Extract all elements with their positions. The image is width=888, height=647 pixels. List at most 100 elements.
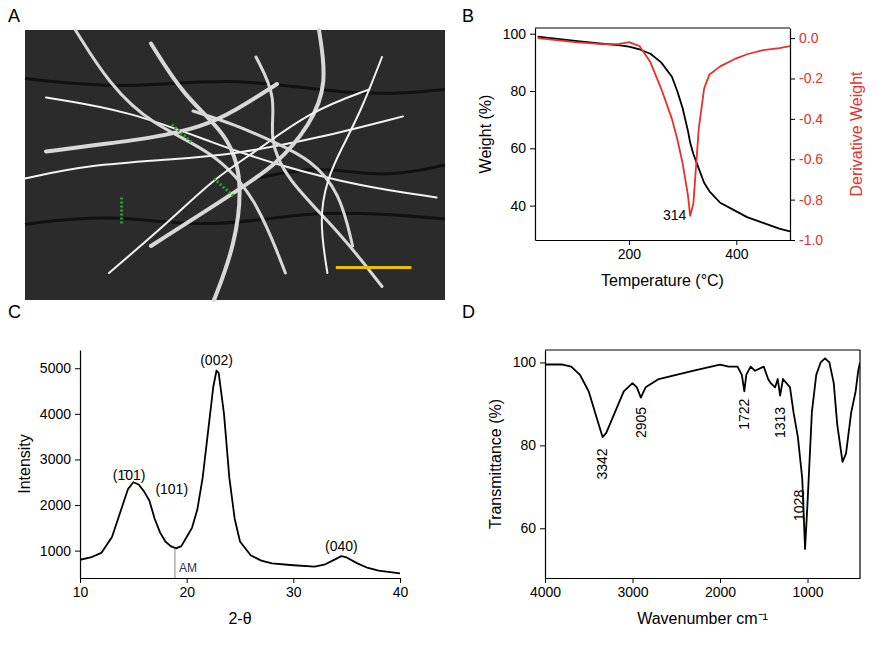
tick-label: 10 <box>73 584 89 600</box>
tick: 1000 <box>792 578 823 600</box>
y-axis-title: Intensity <box>16 434 33 494</box>
axis-line <box>790 29 791 241</box>
tick: -0.6 <box>790 151 823 167</box>
annotation: (101) <box>155 481 188 497</box>
tick-label: 80 <box>510 83 526 99</box>
tick-mark <box>530 206 535 207</box>
tick: 1000 <box>40 543 80 559</box>
annotation: 1722 <box>736 398 752 429</box>
tick-mark <box>790 240 795 241</box>
tick-mark <box>530 34 535 35</box>
tick: 20 <box>179 578 195 600</box>
annotation: 1028 <box>791 490 807 521</box>
tick-mark <box>790 78 795 79</box>
tick: 40 <box>510 198 535 214</box>
frame <box>859 350 860 578</box>
tick-label: 1000 <box>792 584 823 600</box>
tick: 3000 <box>40 451 80 467</box>
tick: 5000 <box>40 360 80 376</box>
tick-label: -0.6 <box>799 151 823 167</box>
tick-label: -1.0 <box>799 232 823 248</box>
tick-label: -0.2 <box>799 70 823 86</box>
tick-mark <box>530 91 535 92</box>
micrograph-background <box>25 30 445 300</box>
tick: 200 <box>618 240 642 262</box>
tick-label: 60 <box>520 520 536 536</box>
tick-mark <box>540 445 545 446</box>
tick-mark <box>75 551 80 552</box>
tick-mark <box>293 578 294 583</box>
annotation: 1313 <box>772 407 788 438</box>
tick: -0.4 <box>790 111 823 127</box>
annotation: AM <box>179 561 197 575</box>
tick-mark <box>545 578 546 583</box>
measure-mark <box>120 197 123 224</box>
measure-mark <box>214 179 235 198</box>
tick-mark <box>530 148 535 149</box>
panel-label: C <box>8 302 21 322</box>
plot-area <box>80 371 400 574</box>
tick-label: 200 <box>618 246 642 262</box>
tick-mark <box>633 578 634 583</box>
tick-mark <box>808 578 809 583</box>
tick-mark <box>736 240 737 245</box>
panel: 2004004060801000.0-0.2-0.4-0.6-0.8-1.0Te… <box>477 26 865 289</box>
x-axis: 10203040 <box>73 578 409 600</box>
tick-mark <box>80 578 81 583</box>
tick-mark <box>75 368 80 369</box>
tick-label: 5000 <box>40 360 71 376</box>
annotation: 2905 <box>633 407 649 438</box>
y-axis: 406080100 <box>503 26 536 241</box>
tick-label: 2000 <box>40 497 71 513</box>
micrograph-fiber <box>322 57 382 273</box>
annotation: 314 <box>663 207 687 223</box>
micrograph-fiber <box>109 89 369 273</box>
tick: 0.0 <box>790 30 819 46</box>
plot-area <box>545 358 860 549</box>
x-axis: 4000 3000 2000 1000 <box>530 578 861 600</box>
annotation: (040) <box>325 538 358 554</box>
axis-line <box>546 578 861 579</box>
tick-label: 3000 <box>40 451 71 467</box>
tick-label: 2000 <box>705 584 736 600</box>
measure-mark <box>172 125 193 144</box>
axis-line <box>536 240 791 241</box>
tick: 4000 <box>40 406 80 422</box>
tick-label: 3000 <box>617 584 648 600</box>
tick: -0.8 <box>790 192 823 208</box>
tick: 30 <box>286 578 302 600</box>
plot-area <box>538 37 790 232</box>
axis-line <box>80 351 81 579</box>
y-axis: 6080100 <box>513 351 546 579</box>
tick-label: 1000 <box>40 543 71 559</box>
tick-label: 20 <box>179 584 195 600</box>
x-axis-title: Wavenumber cm⁻¹ <box>637 610 768 627</box>
tick-label: 4000 <box>530 584 561 600</box>
axis-line <box>545 351 546 579</box>
tick-label: -0.4 <box>799 111 823 127</box>
panel-label: D <box>462 302 475 322</box>
tick-label: 80 <box>520 437 536 453</box>
tick-label: 100 <box>503 26 527 42</box>
series-line <box>538 37 790 232</box>
panel-label: A <box>8 6 20 26</box>
tick-mark <box>629 240 630 245</box>
panel-label: B <box>462 6 474 26</box>
tick-label: -0.8 <box>799 192 823 208</box>
tick: 2000 <box>40 497 80 513</box>
figure: A2004004060801000.0-0.2-0.4-0.6-0.8-1.0T… <box>0 0 888 647</box>
tick: 100 <box>503 26 535 42</box>
tick: 60 <box>520 520 545 536</box>
tick-label: 0.0 <box>799 30 819 46</box>
tick-mark <box>540 362 545 363</box>
annotation: (1̄01) <box>113 467 146 483</box>
panel: 40003000200010006080100Wavenumber cm⁻¹Tr… <box>487 350 861 627</box>
axis-line <box>81 578 401 579</box>
y-axis: 1000 2000 3000 4000 5000 <box>40 351 81 579</box>
annotation: 3342 <box>594 448 610 479</box>
tick: 10 <box>73 578 89 600</box>
series-line <box>538 38 790 216</box>
tick-label: 400 <box>725 246 749 262</box>
y-axis-title: Weight (%) <box>477 95 494 174</box>
tick-mark <box>75 459 80 460</box>
